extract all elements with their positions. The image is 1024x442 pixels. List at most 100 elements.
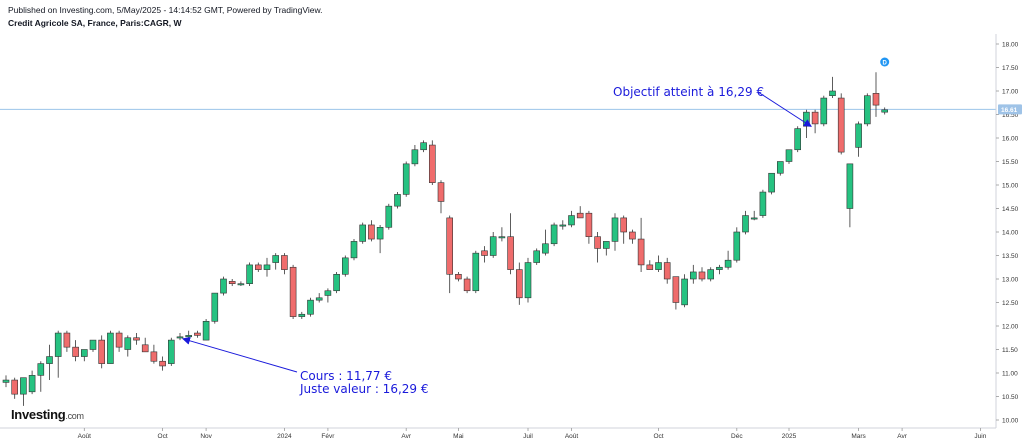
candle-body[interactable] <box>107 332 114 364</box>
candle-body[interactable] <box>298 313 306 317</box>
candle-body[interactable] <box>185 335 192 338</box>
candle-body[interactable] <box>629 231 636 240</box>
candle-body[interactable] <box>646 264 654 270</box>
candle-body[interactable] <box>272 255 280 263</box>
candle-body[interactable] <box>524 262 532 299</box>
candle-body[interactable] <box>324 290 332 296</box>
candle-body[interactable] <box>2 379 10 383</box>
candle-body[interactable] <box>455 273 462 280</box>
candle-body[interactable] <box>768 172 775 193</box>
candle-body[interactable] <box>733 231 741 261</box>
candle-body[interactable] <box>368 224 375 240</box>
candle-body[interactable] <box>585 212 593 237</box>
candle-body[interactable] <box>481 250 488 256</box>
candle-body[interactable] <box>672 276 680 303</box>
candle-body[interactable] <box>133 337 140 341</box>
candle-body[interactable] <box>37 363 45 376</box>
candle-body[interactable] <box>228 281 236 285</box>
candle-body[interactable] <box>376 227 384 240</box>
candle-body[interactable] <box>237 283 245 286</box>
candle-body[interactable] <box>663 262 671 280</box>
candle-body[interactable] <box>115 332 123 348</box>
candle-body[interactable] <box>576 212 584 219</box>
candle-body[interactable] <box>255 264 262 270</box>
candle-body[interactable] <box>211 292 219 322</box>
candle-body[interactable] <box>20 377 27 395</box>
candle-body[interactable] <box>794 128 802 151</box>
candle-body[interactable] <box>742 215 749 233</box>
candle-body[interactable] <box>54 332 62 357</box>
candle-body[interactable] <box>315 297 323 301</box>
candle-body[interactable] <box>872 93 880 106</box>
candle-body[interactable] <box>533 250 541 263</box>
candle-body[interactable] <box>698 271 706 280</box>
candle-body[interactable] <box>420 142 427 151</box>
candle-body[interactable] <box>759 191 767 216</box>
candle-body[interactable] <box>394 194 401 207</box>
candle-body[interactable] <box>785 149 793 162</box>
candle-body[interactable] <box>263 264 271 270</box>
candle-body[interactable] <box>63 332 71 348</box>
candle-body[interactable] <box>402 163 410 195</box>
candle-body[interactable] <box>542 243 549 254</box>
candle-body[interactable] <box>620 217 628 233</box>
candle-body[interactable] <box>611 217 619 242</box>
candle-body[interactable] <box>507 236 514 270</box>
candle-body[interactable] <box>11 379 18 395</box>
candle-body[interactable] <box>568 215 575 226</box>
candle-body[interactable] <box>846 163 854 209</box>
candle-body[interactable] <box>289 266 297 317</box>
candle-body[interactable] <box>72 346 79 357</box>
candle-body[interactable] <box>837 97 845 153</box>
candle-body[interactable] <box>411 149 419 165</box>
dividend-marker-icon[interactable] <box>880 57 890 67</box>
candle-body[interactable] <box>246 264 253 284</box>
candle-body[interactable] <box>176 336 184 339</box>
candle-body[interactable] <box>829 90 836 96</box>
candle-body[interactable] <box>724 259 732 268</box>
candle-body[interactable] <box>124 337 132 350</box>
candle-body[interactable] <box>550 224 558 245</box>
candle-body[interactable] <box>89 339 97 350</box>
candle-body[interactable] <box>498 236 506 239</box>
candle-body[interactable] <box>359 224 367 242</box>
candle-body[interactable] <box>150 351 158 362</box>
candle-body[interactable] <box>855 123 862 148</box>
candle-body[interactable] <box>202 320 210 341</box>
candle-body[interactable] <box>307 299 314 315</box>
candle-body[interactable] <box>489 236 497 256</box>
candle-body[interactable] <box>81 349 88 357</box>
candle-body[interactable] <box>350 241 358 259</box>
candle-body[interactable] <box>655 262 662 270</box>
candle-body[interactable] <box>281 255 288 270</box>
candle-body[interactable] <box>515 269 523 299</box>
candle-body[interactable] <box>28 375 36 393</box>
candle-body[interactable] <box>811 111 819 125</box>
candle-body[interactable] <box>159 360 166 367</box>
candle-body[interactable] <box>776 161 784 174</box>
candle-body[interactable] <box>437 182 445 202</box>
candle-body[interactable] <box>681 278 688 306</box>
candle-body[interactable] <box>446 217 454 275</box>
candle-body[interactable] <box>689 271 697 280</box>
candle-body[interactable] <box>472 252 480 292</box>
candle-body[interactable] <box>385 205 393 228</box>
candle-body[interactable] <box>863 95 871 125</box>
candle-body[interactable] <box>820 97 828 125</box>
candle-body[interactable] <box>637 238 645 266</box>
candle-body[interactable] <box>602 241 610 249</box>
candle-body[interactable] <box>46 356 53 364</box>
candle-body[interactable] <box>716 266 723 270</box>
candle-body[interactable] <box>750 217 758 220</box>
candle-body[interactable] <box>220 278 227 294</box>
candle-body[interactable] <box>881 109 889 113</box>
candle-body[interactable] <box>194 332 201 336</box>
candle-body[interactable] <box>707 269 715 280</box>
candle-body[interactable] <box>141 344 149 353</box>
candle-body[interactable] <box>98 339 105 364</box>
candle-body[interactable] <box>559 224 567 227</box>
candle-body[interactable] <box>168 339 175 364</box>
candle-body[interactable] <box>463 278 471 292</box>
candle-body[interactable] <box>341 257 349 275</box>
